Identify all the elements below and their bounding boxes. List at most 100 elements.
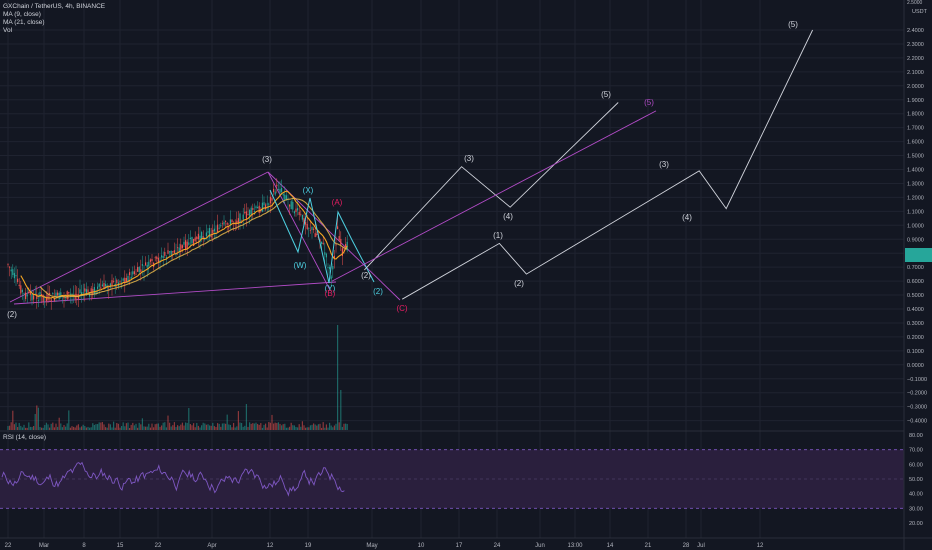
volume-bar: [18, 422, 20, 430]
volume-bar: [116, 422, 118, 430]
price-axis[interactable]: 2.5000 USDT 2.4000 2.3000 2.2000 2.1000 2.0000…: [907, 0, 928, 425]
volume-bar: [55, 423, 57, 430]
candle-body: [37, 300, 39, 301]
candle-body: [316, 233, 318, 236]
candle-body: [218, 227, 220, 229]
candle-body: [113, 280, 115, 282]
volume-bar: [157, 423, 159, 430]
volume-bar: [231, 427, 233, 430]
volume-bar: [52, 422, 54, 430]
candle-body: [49, 292, 51, 295]
candle-body: [338, 236, 340, 241]
time-tick: May: [366, 543, 377, 549]
volume-bar: [284, 423, 286, 430]
candle-body: [199, 235, 201, 243]
candle-body: [71, 293, 73, 296]
candle-body: [239, 213, 241, 224]
volume-bar: [273, 423, 275, 430]
candle-body: [18, 284, 20, 287]
volume-bar: [140, 424, 142, 430]
volume-bar: [196, 422, 198, 430]
indicator-ma9[interactable]: MA (9, close): [3, 11, 41, 18]
volume-bar: [85, 427, 87, 430]
wave-labels: (2)(3)(X)(W)(Y)(A)(B)(2)(2)(C)(3)(4)(5)(…: [7, 20, 798, 319]
rsi-tick: 70.00: [909, 448, 923, 454]
rsi-band: [0, 449, 904, 509]
volume-bar: [65, 426, 67, 430]
time-tick: 10: [418, 543, 425, 549]
candle-body: [305, 222, 307, 225]
price-tick: 1.3000: [907, 181, 924, 187]
candle-body: [20, 285, 22, 294]
volume-bar: [250, 423, 252, 430]
volume-bar: [261, 427, 263, 430]
volume-bar: [258, 424, 260, 430]
volume-bar: [303, 425, 305, 430]
volume-bar: [31, 426, 33, 430]
rsi-title[interactable]: RSI (14, close): [3, 434, 46, 441]
indicator-vol[interactable]: Vol: [3, 27, 13, 34]
volume-bar: [50, 423, 52, 430]
volume-bar: [226, 414, 228, 430]
volume-bar: [301, 421, 303, 430]
volume-bar: [135, 423, 137, 430]
volume-bar: [343, 423, 345, 430]
price-tick: 2.1000: [907, 70, 924, 76]
price-tick: 0.4000: [907, 307, 924, 313]
volume-bar: [189, 424, 191, 430]
wave-label-p1_4: (4): [503, 212, 513, 221]
wave-label-c_label: (C): [396, 304, 407, 313]
candle-body: [68, 292, 70, 294]
projection-path-1: [364, 102, 619, 271]
price-tick: 0.6000: [907, 279, 924, 285]
candle-body: [137, 266, 139, 272]
candle-body: [7, 264, 9, 266]
volume-bar: [244, 425, 246, 430]
candle-body: [34, 293, 36, 295]
candle-body: [201, 232, 203, 239]
volume-bar: [175, 426, 177, 430]
candle-body: [162, 256, 164, 258]
volume-bar: [63, 425, 65, 430]
indicator-ma21[interactable]: MA (21, close): [3, 19, 45, 26]
candle-body: [84, 288, 86, 292]
wave-label-y_label: (Y): [325, 284, 336, 293]
wave-label-w2_near: (2): [361, 271, 371, 280]
grid-lines: [0, 0, 904, 538]
volume-bar: [341, 426, 343, 430]
rsi-axis[interactable]: 80.00 70.00 60.00 50.00 40.00 30.00 20.00: [909, 433, 923, 527]
volume-bar: [113, 421, 115, 430]
candle-body: [121, 282, 123, 284]
volume-bar: [324, 427, 326, 430]
candle-body: [205, 232, 207, 237]
volume-bar: [122, 422, 124, 430]
candle-body: [98, 283, 100, 287]
projection-path-3: [401, 29, 814, 300]
volume-bar: [225, 423, 227, 430]
volume-bar: [156, 423, 158, 430]
volume-bar: [178, 426, 180, 430]
candle-body: [156, 256, 158, 259]
candle-body: [25, 292, 27, 300]
volume-bar: [221, 423, 223, 430]
volume-bar: [215, 427, 217, 430]
volume-bar: [277, 422, 279, 430]
candle-body: [33, 295, 35, 300]
rsi-tick: 80.00: [909, 433, 923, 439]
candle-body: [226, 222, 228, 225]
volume-bar: [327, 427, 329, 430]
time-axis[interactable]: 22 Mar 8 15 22 Apr 12 19 May 10 17 24 Jun 13:00 14 21 28…: [5, 543, 764, 549]
volume-bar: [279, 423, 281, 430]
candle-body: [186, 241, 188, 249]
price-tick: 1.1000: [907, 209, 924, 215]
volume-bar: [82, 424, 84, 430]
candle-body: [173, 250, 175, 253]
volume-bar: [36, 405, 38, 430]
candle-body: [146, 264, 148, 268]
candle-body: [213, 228, 215, 232]
time-tick: 17: [456, 543, 463, 549]
time-tick: 12: [267, 543, 274, 549]
candle-body: [269, 196, 271, 204]
volume-bar: [337, 325, 339, 430]
